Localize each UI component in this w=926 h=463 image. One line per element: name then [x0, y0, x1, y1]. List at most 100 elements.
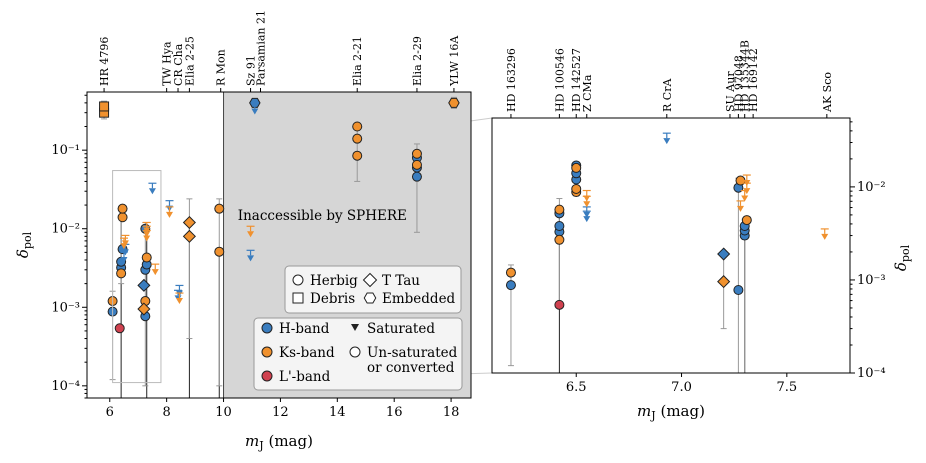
zoom-box: [112, 170, 162, 384]
y-tick-label: 10⁻⁴: [857, 366, 886, 381]
point-h-band-upper-limit: [583, 211, 591, 218]
point-ks-band-upper-limit: [736, 205, 744, 212]
object-label: Parsamian 21: [255, 10, 268, 86]
object-label: HD 135344B: [739, 40, 752, 112]
point-h-band-upper-limit: [247, 255, 255, 262]
point-l-band: [114, 323, 125, 334]
point-h-band-upper-limit: [663, 138, 671, 145]
point-ks-band: [137, 302, 151, 316]
point-ks-band: [182, 229, 196, 243]
point-h-band: [554, 220, 565, 231]
object-label: Z CMa: [581, 74, 594, 112]
legend-t tau-marker: [362, 272, 378, 288]
point-l-band: [554, 299, 565, 310]
x-tick-label: 8: [163, 405, 171, 420]
legend-label: L'-band: [279, 369, 331, 385]
x-tick-label: 6: [106, 405, 114, 420]
point-ks-band: [352, 121, 363, 132]
legend-band-marker: [261, 322, 273, 334]
point-ks-band: [182, 215, 196, 230]
x-tick-label: 7.5: [776, 380, 797, 395]
legend-label: Un-saturated: [367, 345, 458, 361]
legend-label: Saturated: [367, 321, 435, 337]
point-ks-band: [554, 204, 565, 215]
legend-debris-marker: [292, 292, 304, 304]
y-tick-label: 10⁻²: [51, 222, 80, 237]
point-ks-band-upper-limit: [583, 195, 591, 202]
left-panel: 6 8 10 12 14 16 18 10⁻⁴ 10⁻³ 10⁻² 10⁻¹ HR 4796 TW H…: [14, 10, 472, 452]
point-ks-band-upper-limit: [743, 188, 751, 195]
right-ylabel: δpol: [892, 244, 912, 271]
point-ks-band: [571, 162, 582, 173]
object-label: CR Cha: [172, 43, 185, 86]
x-tick-label: 18: [443, 405, 460, 420]
legend-band-marker: [261, 346, 273, 358]
y-tick-label: 10⁻²: [857, 180, 886, 195]
right-xlabel: mJ (mag): [637, 402, 705, 422]
point-ks-band: [99, 101, 110, 112]
point-ks-band-upper-limit: [143, 231, 151, 238]
right-axes-frame: [491, 117, 851, 374]
point-ks-band: [411, 148, 422, 159]
object-label: YLW 16A: [448, 35, 461, 87]
left-ylabel: δpol: [14, 231, 34, 258]
point-ks-band-upper-limit: [151, 269, 159, 276]
point-ks-band-upper-limit: [143, 235, 151, 242]
object-label: AK Sco: [821, 72, 834, 113]
point-ks-band: [214, 246, 225, 257]
object-label: SU Aur: [724, 71, 737, 112]
shape-legend-box: [284, 265, 462, 314]
point-ks-band-upper-limit: [175, 298, 183, 305]
point-ks-band: [117, 212, 128, 223]
y-tick-label: 10⁻³: [51, 300, 80, 315]
point-h-band: [733, 284, 744, 295]
point-ks-band-upper-limit: [165, 211, 173, 218]
legend-embedded-marker: [363, 292, 377, 304]
point-h-band-upper-limit: [120, 256, 128, 263]
region-label: Inaccessible by SPHERE: [238, 208, 407, 224]
y-tick-label: 10⁻¹: [51, 143, 80, 158]
object-label: R Mon: [215, 49, 228, 86]
x-tick-label: 7.0: [671, 380, 692, 395]
left-axes-frame: [86, 91, 472, 399]
point-ks-band-upper-limit: [741, 195, 749, 202]
point-ks-band: [214, 203, 225, 214]
point-ks-band: [411, 159, 422, 170]
legend-herbig-marker: [292, 274, 304, 286]
legend-band-marker: [349, 346, 361, 358]
right-plot-area: [492, 118, 850, 373]
legend-label: Debris: [310, 291, 355, 307]
x-tick-label: 12: [272, 405, 289, 420]
object-label: HD 142527: [570, 48, 583, 112]
point-ks-band-upper-limit: [583, 201, 591, 208]
legend-label: Ks-band: [279, 345, 335, 361]
point-ks-band: [352, 133, 363, 144]
point-ks-band: [141, 252, 152, 263]
band-legend: H-band Ks-band L'-band Saturated Un-saturate…: [253, 317, 463, 391]
y-tick-label: 10⁻⁴: [51, 379, 80, 394]
point-ks-band-upper-limit: [821, 233, 829, 240]
object-label: Elia 2-25: [183, 36, 196, 86]
object-label: TW Hya: [161, 41, 174, 86]
point-ks-band: [571, 183, 582, 194]
left-xlabel: mJ (mag): [245, 432, 313, 452]
object-label: HR 4796: [98, 37, 111, 86]
object-label: Sz 91: [245, 55, 258, 86]
shape-legend: Herbig T Tau Debris Embedded: [284, 265, 462, 314]
x-tick-label: 14: [329, 405, 346, 420]
point-h-band: [411, 171, 422, 182]
point-h-band: [505, 280, 516, 291]
legend-saturated-marker: [351, 324, 359, 331]
point-ks-band-upper-limit: [247, 231, 255, 238]
point-ks-band: [741, 215, 752, 226]
legend-band-marker: [261, 370, 273, 382]
point-ks-band: [352, 150, 363, 161]
point-ks-band-upper-limit: [121, 240, 129, 247]
legend-label: T Tau: [382, 273, 420, 289]
object-label: HD 100546: [553, 48, 566, 112]
legend-label: H-band: [279, 321, 330, 337]
point-ks-band: [116, 268, 127, 279]
object-label: Elia 2-21: [351, 36, 364, 86]
x-tick-label: 10: [215, 405, 232, 420]
